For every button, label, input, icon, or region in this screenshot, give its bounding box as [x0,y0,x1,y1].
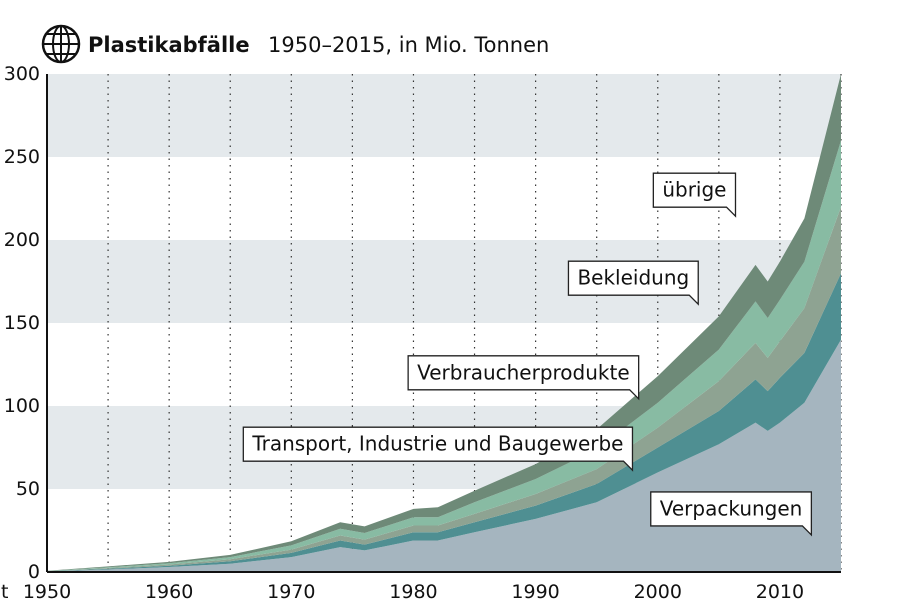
y-tick-label: 150 [4,312,40,334]
svg-text:Transport, Industrie und Bauge: Transport, Industrie und Baugewerbe [251,432,623,456]
svg-text:Verbraucherprodukte: Verbraucherprodukte [417,360,630,384]
x-tick-label: 1980 [389,581,437,603]
series-label: Verbraucherprodukte [407,355,640,401]
area-verpackungen [47,339,841,572]
svg-text:Bekleidung: Bekleidung [577,266,689,290]
y-tick-label: 250 [4,146,40,168]
y-tick-label: 300 [4,63,40,85]
globe-icon [41,24,81,64]
x-tick-label: 1990 [511,581,559,603]
y-tick-label: 200 [4,229,40,251]
svg-text:übrige: übrige [662,178,726,202]
x-tick-label: 1960 [145,581,193,603]
chart-subtitle: 1950–2015, in Mio. Tonnen [268,33,549,57]
y-tick-label: 0 [28,561,40,583]
y-tick-label: 50 [16,478,40,500]
x-tick-label: 1950 [23,581,71,603]
series-label: Bekleidung [567,260,699,306]
chart-title: Plastikabfälle [88,33,250,57]
x-tick-label: 2000 [634,581,682,603]
series-label: übrige [652,172,737,218]
series-label: Transport, Industrie und Baugewerbe [242,426,634,472]
x-tick-label: 1970 [267,581,315,603]
svg-text:Verpackungen: Verpackungen [660,496,803,520]
grid-band [47,74,841,157]
unit-label: t [1,581,8,603]
series-label: Verpackungen [650,491,813,537]
x-tick-label: 2010 [756,581,804,603]
y-tick-label: 100 [4,395,40,417]
grid-band [47,240,841,323]
